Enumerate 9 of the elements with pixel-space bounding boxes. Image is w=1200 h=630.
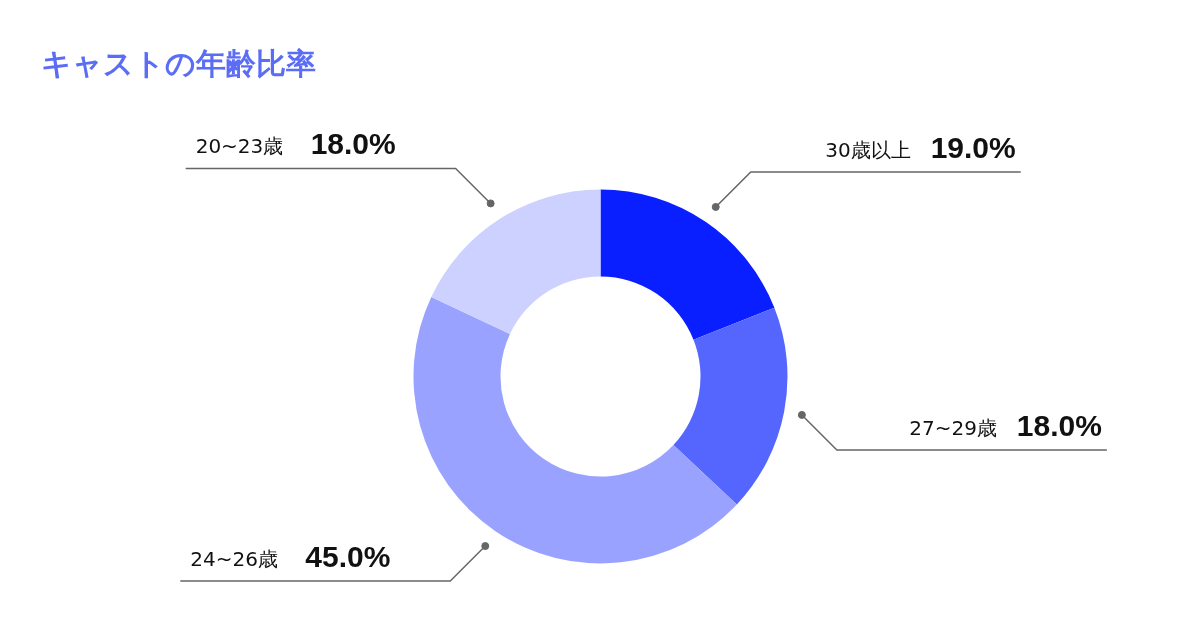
data-label: 18.0% [1016, 408, 1102, 442]
slice-label: 30歳以上 [825, 137, 911, 162]
slice-label: 27~29歳 [909, 415, 997, 440]
data-label: 18.0% [310, 127, 396, 161]
data-label: 45.0% [305, 540, 391, 574]
data-label: 19.0% [930, 130, 1016, 164]
slice-label: 20~23歳 [195, 134, 284, 159]
chart-title: キャストの年齢比率 [40, 45, 316, 81]
slice-label: 24~26歳 [190, 547, 278, 572]
